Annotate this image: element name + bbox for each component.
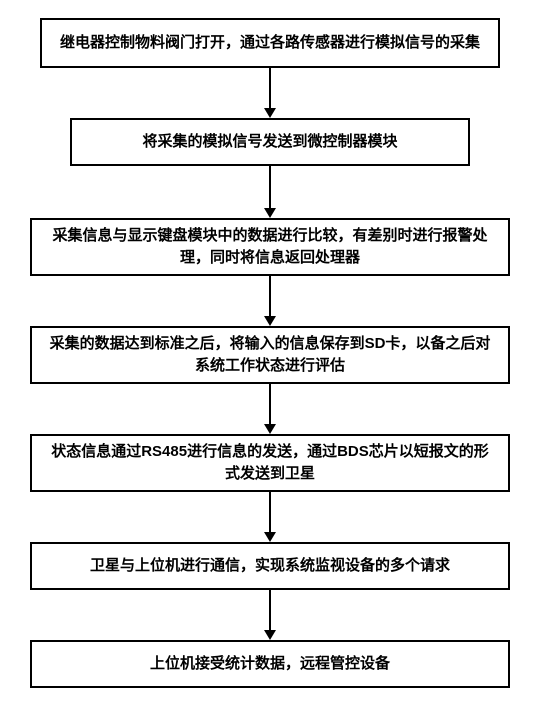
flow-node-7: 上位机接受统计数据，远程管控设备 bbox=[30, 640, 510, 688]
arrow-3-head bbox=[264, 316, 276, 326]
flow-node-5-label: 状态信息通过RS485进行信息的发送，通过BDS芯片以短报文的形式发送到卫星 bbox=[44, 441, 496, 486]
arrow-3-line bbox=[269, 276, 271, 316]
arrow-2-line bbox=[269, 166, 271, 208]
arrow-1-line bbox=[269, 68, 271, 108]
flow-node-3-label: 采集信息与显示键盘模块中的数据进行比较，有差别时进行报警处理，同时将信息返回处理… bbox=[44, 225, 496, 270]
arrow-4-line bbox=[269, 384, 271, 424]
arrow-6-head bbox=[264, 630, 276, 640]
flow-node-3: 采集信息与显示键盘模块中的数据进行比较，有差别时进行报警处理，同时将信息返回处理… bbox=[30, 218, 510, 276]
arrow-2-head bbox=[264, 208, 276, 218]
flow-node-4: 采集的数据达到标准之后，将输入的信息保存到SD卡，以备之后对系统工作状态进行评估 bbox=[30, 326, 510, 384]
arrow-1-head bbox=[264, 108, 276, 118]
flow-node-7-label: 上位机接受统计数据，远程管控设备 bbox=[150, 653, 390, 676]
arrow-5-head bbox=[264, 532, 276, 542]
flow-node-6: 卫星与上位机进行通信，实现系统监视设备的多个请求 bbox=[30, 542, 510, 590]
flow-node-6-label: 卫星与上位机进行通信，实现系统监视设备的多个请求 bbox=[90, 555, 450, 578]
flow-node-4-label: 采集的数据达到标准之后，将输入的信息保存到SD卡，以备之后对系统工作状态进行评估 bbox=[44, 333, 496, 378]
flow-node-2: 将采集的模拟信号发送到微控制器模块 bbox=[70, 118, 470, 166]
flow-node-2-label: 将采集的模拟信号发送到微控制器模块 bbox=[142, 131, 397, 154]
flow-node-1-label: 继电器控制物料阀门打开，通过各路传感器进行模拟信号的采集 bbox=[60, 32, 480, 55]
flow-node-5: 状态信息通过RS485进行信息的发送，通过BDS芯片以短报文的形式发送到卫星 bbox=[30, 434, 510, 492]
arrow-4-head bbox=[264, 424, 276, 434]
arrow-6-line bbox=[269, 590, 271, 630]
arrow-5-line bbox=[269, 492, 271, 532]
flow-node-1: 继电器控制物料阀门打开，通过各路传感器进行模拟信号的采集 bbox=[40, 18, 500, 68]
